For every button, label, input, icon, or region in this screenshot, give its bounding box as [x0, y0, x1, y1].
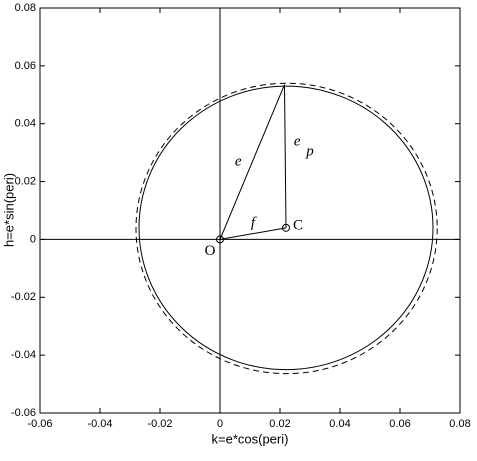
segment-subscript: p	[305, 144, 314, 160]
x-tick-label: -0.02	[147, 418, 172, 430]
segment-label: e	[294, 134, 301, 150]
y-tick-label: -0.04	[11, 349, 36, 361]
y-axis-label: h=e*sin(peri)	[1, 173, 16, 247]
y-tick-label: 0	[30, 233, 36, 245]
x-tick-label: 0.06	[389, 418, 410, 430]
x-tick-label: 0.08	[449, 418, 470, 430]
point-marker	[216, 235, 224, 244]
y-tick-label: 0.08	[15, 2, 36, 14]
y-tick-label: 0.06	[15, 60, 36, 72]
y-tick-label: 0.04	[15, 118, 36, 130]
x-tick-label: -0.04	[87, 418, 112, 430]
plot-frame	[39, 7, 461, 414]
vector-segment	[284, 84, 287, 228]
x-tick-label: 0	[217, 418, 223, 430]
point-marker	[282, 223, 290, 232]
vector-segment	[219, 84, 285, 240]
segment-label: f	[251, 215, 257, 231]
point-label: O	[205, 243, 216, 259]
x-tick-label: 0.04	[329, 418, 350, 430]
y-tick-label: 0.02	[15, 175, 36, 187]
x-axis-label: k=e*cos(peri)	[212, 431, 289, 446]
orbit-circle	[135, 82, 438, 375]
y-tick-label: -0.02	[11, 291, 36, 303]
x-tick-label: -0.06	[27, 418, 52, 430]
orbit-circle	[138, 85, 434, 371]
y-tick-label: -0.06	[11, 407, 36, 419]
point-label: C	[293, 217, 303, 233]
x-tick-label: 0.02	[269, 418, 290, 430]
segment-label: e	[235, 153, 242, 169]
vector-segment	[219, 227, 287, 240]
